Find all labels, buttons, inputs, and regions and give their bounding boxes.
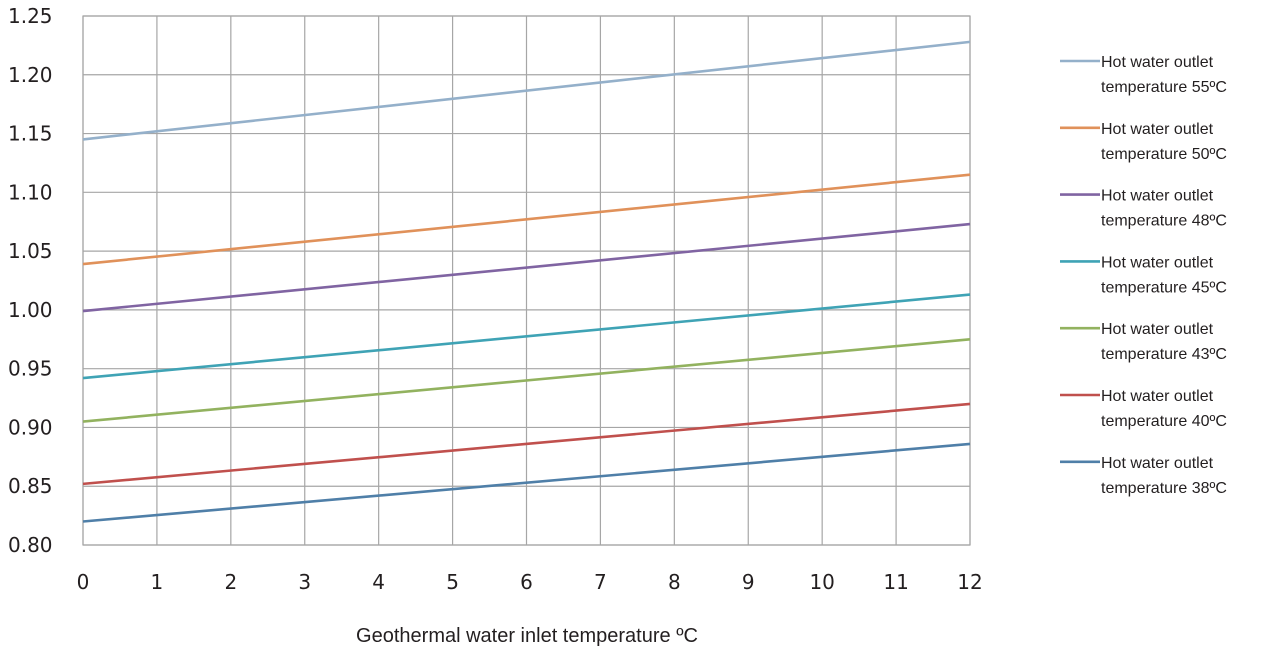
legend-label-line1: Hot water outlet [1101,321,1214,338]
y-tick-label: 0.85 [8,474,53,498]
y-tick-label: 0.80 [8,533,53,557]
legend-label-line2: temperature 55ºC [1101,79,1227,96]
x-tick-label: 5 [446,570,459,594]
y-tick-label: 1.05 [8,239,53,263]
x-tick-label: 6 [520,570,533,594]
y-tick-label: 1.10 [8,180,53,204]
legend-label-line1: Hot water outlet [1101,455,1214,472]
series-line-3 [82,222,971,313]
plot-frame [82,15,971,546]
x-tick-label: 12 [957,570,982,594]
x-tick-label: 4 [372,570,385,594]
legend-label-line2: temperature 40ºC [1101,413,1227,430]
legend-label-line2: temperature 38ºC [1101,480,1227,497]
x-tick-label: 11 [883,570,908,594]
series-line-5 [82,337,971,423]
legend-label-line1: Hot water outlet [1101,54,1214,71]
legend-label-line1: Hot water outlet [1101,254,1214,271]
chart-grid [82,15,971,546]
series-line-7 [82,442,971,523]
series-line-1 [82,40,971,141]
x-tick-label: 7 [594,570,607,594]
x-tick-label: 8 [668,570,681,594]
x-tick-label: 3 [298,570,311,594]
legend-label-line1: Hot water outlet [1101,121,1214,138]
series-line-4 [82,293,971,380]
legend-label-line2: temperature 43ºC [1101,346,1227,363]
legend-label-line1: Hot water outlet [1101,388,1214,405]
x-tick-label: 10 [809,570,834,594]
y-tick-label: 0.95 [8,357,53,381]
legend: Hot water outlet temperature 55ºC Hot wate… [1060,54,1227,497]
legend-label-line2: temperature 48ºC [1101,213,1227,230]
x-tick-label: 1 [151,570,164,594]
x-tick-label: 0 [77,570,90,594]
series-line-2 [82,173,971,266]
y-tick-label: 0.90 [8,415,53,439]
y-tick-label: 1.25 [8,4,53,28]
x-tick-label: 2 [224,570,237,594]
y-axis-ticks: 0.80 0.85 0.90 0.95 1.00 1.05 1.10 1.15 1.20 1.25 [8,4,53,557]
legend-label-line2: temperature 50ºC [1101,146,1227,163]
x-axis-label: Geothermal water inlet temperature ºC [356,625,698,647]
y-tick-label: 1.15 [8,122,53,146]
y-tick-label: 1.20 [8,63,53,87]
y-tick-label: 1.00 [8,298,53,322]
series-line-6 [82,402,971,486]
legend-label-line2: temperature 45ºC [1101,279,1227,296]
chart-series [82,40,971,523]
legend-label-line1: Hot water outlet [1101,188,1214,205]
x-tick-label: 9 [742,570,755,594]
x-axis-ticks: 0 1 2 3 4 5 6 7 8 9 10 11 12 [77,570,983,594]
